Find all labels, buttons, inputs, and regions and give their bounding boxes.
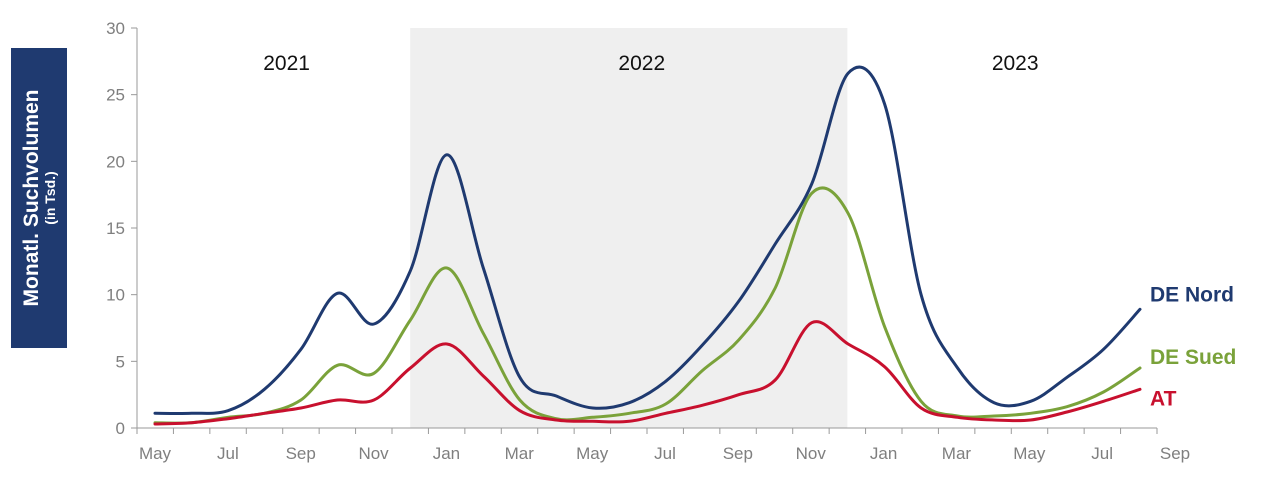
y-tick-label: 15 xyxy=(106,219,125,238)
x-tick-label: May xyxy=(1013,444,1046,463)
x-tick-label: Jul xyxy=(654,444,676,463)
x-tick-label: Jul xyxy=(217,444,239,463)
y-tick-label: 30 xyxy=(106,19,125,38)
x-tick-label: Jan xyxy=(870,444,897,463)
x-tick-label: Sep xyxy=(286,444,316,463)
year-label-2023: 2023 xyxy=(992,52,1039,75)
x-tick-label: Sep xyxy=(723,444,753,463)
y-tick-label: 25 xyxy=(106,86,125,105)
series-line-de-nord xyxy=(153,65,1142,416)
series-line-at xyxy=(153,320,1142,426)
series-label-at: AT xyxy=(1150,387,1177,410)
x-tick-label: Jan xyxy=(433,444,460,463)
y-tick-label: 20 xyxy=(106,152,125,171)
y-tick-label: 0 xyxy=(116,419,125,438)
y-axis-label-box: Monatl. Suchvolumen (in Tsd.) xyxy=(11,48,67,348)
year-band-2022 xyxy=(410,28,848,428)
year-label-2022: 2022 xyxy=(618,52,665,75)
series-label-de-nord: DE Nord xyxy=(1150,283,1234,306)
x-tick-label: Sep xyxy=(1160,444,1190,463)
x-tick-label: May xyxy=(139,444,172,463)
y-tick-label: 5 xyxy=(116,352,125,371)
x-tick-label: Jul xyxy=(1091,444,1113,463)
year-label-2021: 2021 xyxy=(263,52,310,75)
x-tick-label: Mar xyxy=(505,444,535,463)
y-tick-label: 10 xyxy=(106,286,125,305)
x-tick-label: Mar xyxy=(942,444,972,463)
series-label-de-sued: DE Sued xyxy=(1150,346,1236,369)
x-tick-label: Nov xyxy=(358,444,389,463)
x-tick-label: May xyxy=(576,444,609,463)
x-tick-label: Nov xyxy=(796,444,827,463)
